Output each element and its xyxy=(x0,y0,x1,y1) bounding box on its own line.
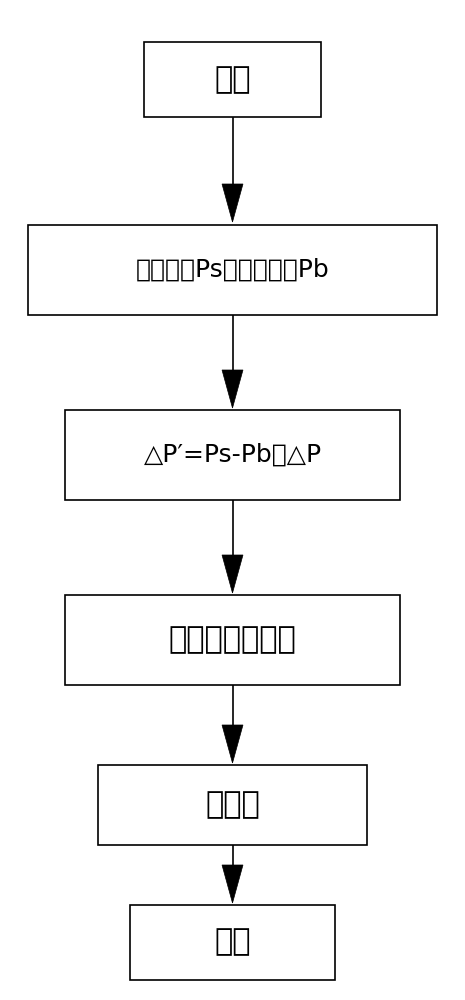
Text: 结束: 结束 xyxy=(214,928,251,956)
Text: 加压查表控制器: 加压查表控制器 xyxy=(169,626,296,654)
Bar xyxy=(144,42,321,117)
Bar xyxy=(65,410,400,500)
Polygon shape xyxy=(222,725,243,763)
Polygon shape xyxy=(222,555,243,593)
Polygon shape xyxy=(222,370,243,408)
Text: 占空比: 占空比 xyxy=(205,790,260,820)
Text: 开始: 开始 xyxy=(214,66,251,95)
Bar xyxy=(28,225,437,315)
Text: 气源压力Ps，气室压力Pb: 气源压力Ps，气室压力Pb xyxy=(136,258,329,282)
Polygon shape xyxy=(222,184,243,222)
Text: △P′=Ps-Pb，△P: △P′=Ps-Pb，△P xyxy=(143,443,322,467)
Polygon shape xyxy=(222,865,243,903)
Bar xyxy=(65,595,400,685)
Bar xyxy=(130,904,335,980)
Bar xyxy=(98,765,367,845)
